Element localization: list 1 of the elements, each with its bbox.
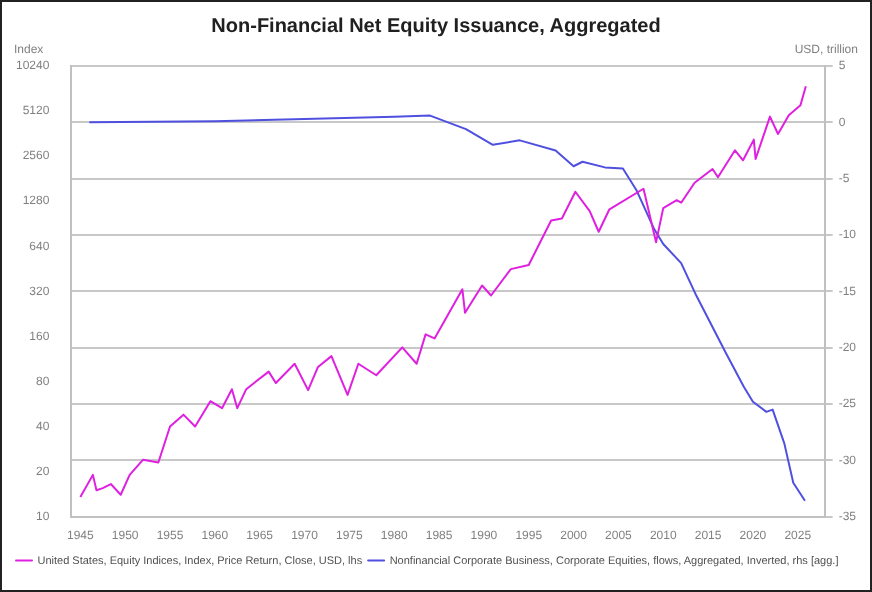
chart-title: Non-Financial Net Equity Issuance, Aggregated xyxy=(211,15,661,38)
